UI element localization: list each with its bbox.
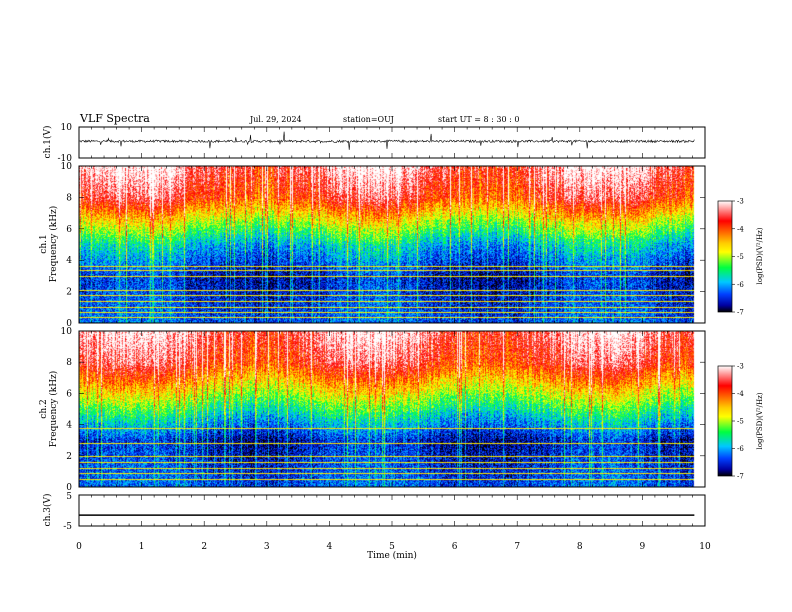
header-station: station=OUJ: [343, 115, 394, 124]
time-tick-label: 6: [452, 542, 458, 552]
colorbar-tick-label: -5: [737, 253, 744, 261]
time-tick-label: 8: [577, 542, 583, 552]
freq-tick-label: 4: [66, 256, 72, 266]
colorbar-tick-label: -4: [737, 390, 744, 398]
freq-tick-label: 4: [66, 421, 72, 431]
ch1-ytick-bottom: -10: [58, 154, 73, 164]
freq-tick-label: 10: [61, 327, 73, 337]
time-tick-label: 5: [389, 542, 395, 552]
header-start-time: start UT = 8 : 30 : 0: [438, 115, 519, 124]
ch2-colorbar-gradient: [718, 366, 732, 476]
time-tick-label: 0: [76, 542, 82, 552]
freq-tick-label: 0: [66, 483, 72, 493]
ch1-spectrogram-ylabel-freq: Frequency (kHz): [48, 206, 59, 283]
time-tick-label: 3: [264, 542, 270, 552]
time-axis-ticks: [78, 127, 706, 526]
ch1-ytick-top: 10: [61, 123, 73, 133]
ch2-spectrogram-yticks: 0 2 4 6 8 10: [61, 327, 705, 493]
ch2-spectrogram-ylabel-freq: Frequency (kHz): [48, 371, 59, 448]
ch1-spectrogram-image: [79, 166, 705, 323]
time-tick-label: 10: [699, 542, 711, 552]
freq-tick-label: 2: [66, 288, 72, 298]
time-axis-label: Time (min): [367, 550, 417, 561]
ch1-spectrogram-ylabel-ch: ch.1: [39, 234, 49, 253]
ch2-colorbar-ticks: -3 -4 -5 -6 -7: [732, 363, 744, 481]
time-tick-label: 2: [201, 542, 207, 552]
freq-tick-label: 6: [66, 225, 72, 235]
freq-tick-label: 6: [66, 389, 72, 399]
ch1-waveform-path: [78, 131, 695, 150]
freq-tick-label: 8: [66, 358, 72, 368]
ch1-waveform-ylabel: ch.1(V): [42, 126, 53, 159]
ch1-waveform-frame: [78, 126, 706, 159]
ch1-spectrogram-panel: 0 2 4 6 8 10 ch.1 Frequency (kHz): [39, 162, 706, 329]
freq-tick-label: 2: [66, 452, 72, 462]
freq-tick-label: 10: [61, 162, 73, 172]
ch2-colorbar: -3 -4 -5 -6 -7 log(PSD)(V²/Hz): [717, 363, 764, 481]
time-axis-tick-labels: 0 1 2 3 4 5 6 7 8 9 10: [76, 542, 711, 552]
freq-tick-label: 8: [66, 193, 72, 203]
time-tick-label: 1: [139, 542, 145, 552]
ch2-colorbar-label: log(PSD)(V²/Hz): [756, 392, 764, 449]
ch1-waveform-panel: 10 -10 ch.1(V): [42, 123, 706, 164]
time-tick-label: 7: [514, 542, 520, 552]
colorbar-tick-label: -4: [737, 225, 744, 233]
colorbar-tick-label: -3: [737, 198, 744, 206]
figure-title: VLF Spectra: [79, 112, 150, 125]
ch1-spectrogram-yticks: 0 2 4 6 8 10: [61, 162, 705, 329]
time-tick-label: 9: [640, 542, 646, 552]
ch1-colorbar-gradient: [718, 201, 732, 312]
ch2-spectrogram-image: [79, 331, 705, 487]
colorbar-tick-label: -7: [737, 473, 744, 481]
ch3-waveform-ylabel: ch.3(V): [42, 494, 53, 527]
ch1-colorbar-ticks: -3 -4 -5 -6 -7: [732, 198, 744, 317]
colorbar-tick-label: -3: [737, 363, 744, 371]
colorbar-tick-label: -7: [737, 309, 744, 317]
freq-tick-label: 0: [66, 319, 72, 329]
ch1-colorbar: -3 -4 -5 -6 -7 log(PSD)(V²/Hz): [717, 198, 764, 317]
ch1-waveform-trace: [78, 131, 695, 150]
colorbar-tick-label: -6: [737, 445, 744, 453]
ch1-colorbar-label: log(PSD)(V²/Hz): [756, 227, 764, 284]
ch3-ytick-top: 5: [66, 492, 72, 502]
ch3-ytick-bottom: -5: [63, 522, 72, 532]
colorbar-tick-label: -6: [737, 281, 744, 289]
ch2-spectrogram-panel: 0 2 4 6 8 10 ch.2 Frequency (kHz): [39, 327, 706, 493]
time-tick-label: 4: [327, 542, 333, 552]
ch2-spectrogram-ylabel-ch: ch.2: [39, 399, 49, 418]
header-date: Jul. 29, 2024: [249, 115, 302, 124]
colorbar-tick-label: -5: [737, 418, 744, 426]
